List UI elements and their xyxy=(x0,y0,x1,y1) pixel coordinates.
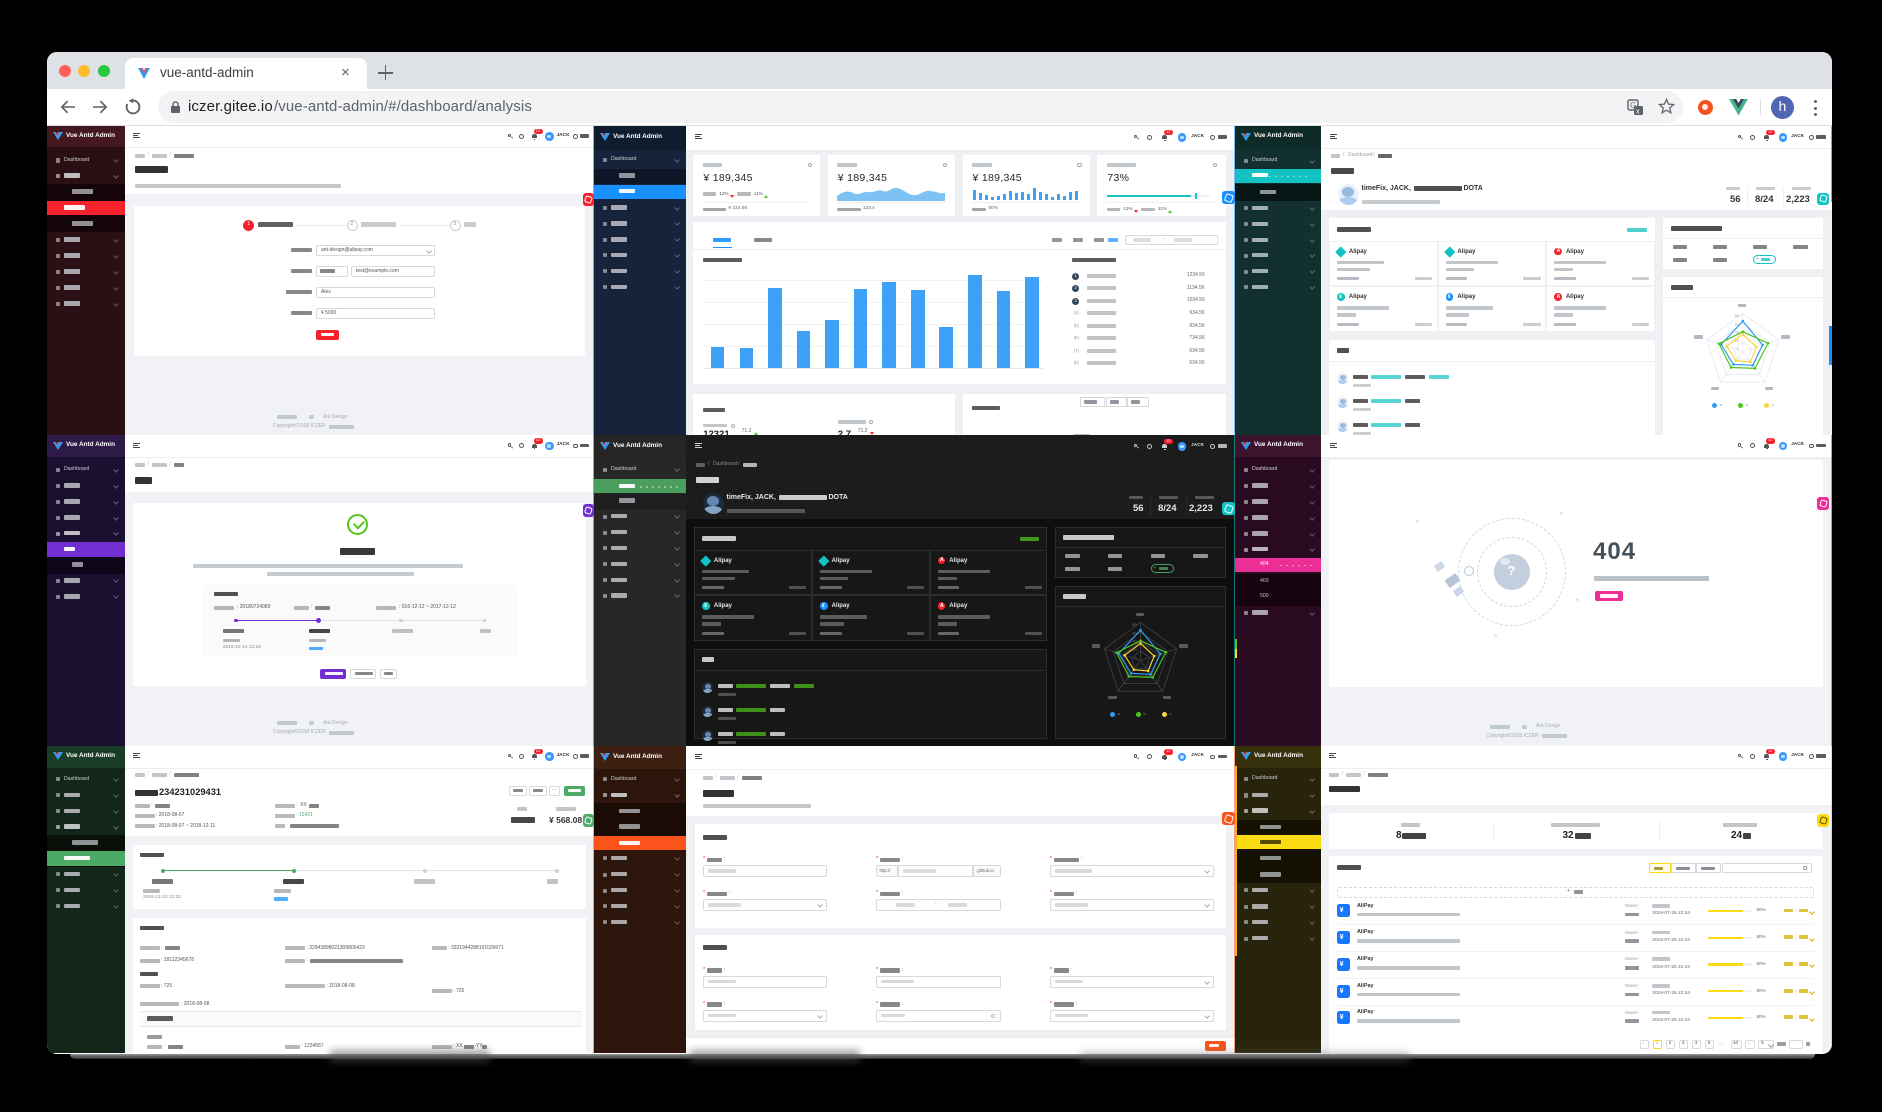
svg-text:40: 40 xyxy=(1735,331,1739,335)
svg-text:0: 0 xyxy=(1135,656,1137,660)
svg-text:x: x xyxy=(1636,109,1640,116)
svg-text:20: 20 xyxy=(1735,339,1739,343)
svg-text:40: 40 xyxy=(1133,640,1137,644)
svg-text:80: 80 xyxy=(1133,623,1137,627)
svg-text:60: 60 xyxy=(1735,322,1739,326)
svg-text:0: 0 xyxy=(1737,347,1739,351)
svg-text:60: 60 xyxy=(1133,631,1137,635)
svg-text:G: G xyxy=(1630,101,1636,110)
svg-text:20: 20 xyxy=(1133,648,1137,652)
svg-text:80: 80 xyxy=(1735,314,1739,318)
